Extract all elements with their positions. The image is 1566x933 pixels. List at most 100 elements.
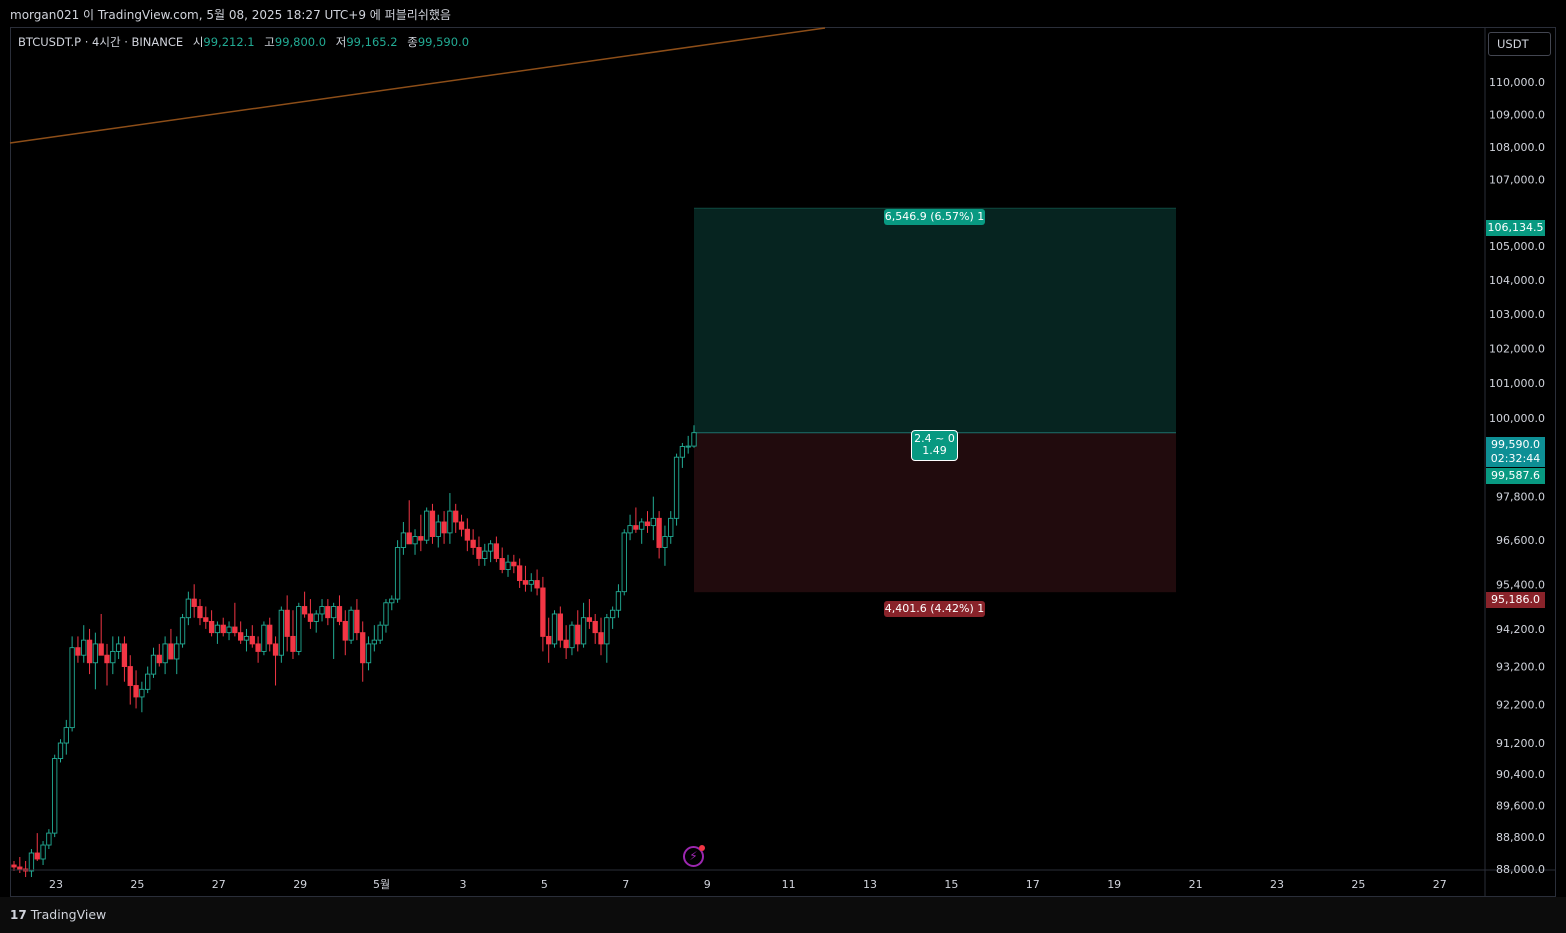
candle-down — [301, 606, 308, 615]
open-label: 시 — [192, 35, 204, 49]
close-value: 99,590.0 — [417, 35, 470, 49]
candle-down — [133, 685, 139, 698]
candle-down — [493, 543, 500, 559]
low-label: 저 — [335, 35, 347, 49]
candle-up — [412, 536, 418, 545]
candle-up — [139, 688, 145, 698]
time-tick-label: 19 — [1107, 878, 1121, 891]
candle-up — [243, 635, 250, 641]
candle-down — [336, 606, 343, 622]
time-tick-label: 25 — [130, 878, 144, 891]
time-axis: 23 25 27 29 5월 3 5 7 9 11 13 15 17 19 21 23 25 27 — [49, 878, 1447, 891]
time-tick-label: 23 — [49, 878, 63, 891]
candle-down — [191, 598, 197, 607]
footer-bar — [0, 897, 1566, 933]
candle-up — [377, 624, 383, 641]
candle-down — [360, 632, 366, 664]
candle-down — [586, 617, 593, 622]
price-tick-label: 108,000.0 — [1489, 141, 1545, 154]
candle-down — [11, 864, 17, 868]
currency-button[interactable]: USDT — [1488, 32, 1551, 56]
candle-up — [81, 639, 87, 656]
candle-up — [115, 643, 122, 652]
candle-down — [598, 632, 604, 645]
candle-up — [691, 432, 697, 447]
time-tick-label: 21 — [1189, 878, 1203, 891]
last-price-value: 99,590.0 — [1491, 438, 1540, 451]
candle-down — [470, 539, 476, 548]
candle-down — [476, 547, 482, 559]
candle-up — [400, 532, 407, 548]
candle-up — [673, 456, 680, 519]
candle-up — [609, 609, 616, 619]
price-tick-label: 92,200.0 — [1496, 699, 1545, 712]
candle-down — [267, 624, 273, 645]
time-tick-label: 5 — [541, 878, 548, 891]
candle-down — [429, 510, 436, 537]
candle-down — [534, 580, 540, 589]
symbol-info: BTCUSDT.P · 4시간 · BINANCE — [18, 35, 184, 49]
close-label: 종 — [407, 35, 418, 49]
candle-down — [238, 632, 244, 641]
price-tick-label: 107,000.0 — [1489, 174, 1545, 187]
candle-up — [214, 624, 221, 634]
candle-up — [650, 517, 656, 527]
tradingview-logo[interactable]: 17 TradingView — [10, 907, 106, 922]
risk-reward-value: 1.49 — [922, 444, 947, 457]
time-tick-label: 29 — [293, 878, 307, 891]
price-tick-label: 88,800.0 — [1496, 831, 1545, 844]
candle-down — [644, 521, 651, 527]
candle-up — [435, 521, 441, 537]
candle-down — [592, 620, 598, 634]
candle-up — [685, 445, 691, 448]
candle-up — [604, 617, 610, 645]
candle-down — [156, 654, 162, 664]
candle-down — [127, 666, 133, 686]
candle-up — [278, 609, 285, 656]
position-zones — [694, 207, 1176, 593]
candle-up — [63, 727, 69, 744]
candle-up — [423, 510, 430, 541]
candle-up — [394, 547, 401, 600]
open-value: 99,212.1 — [203, 35, 255, 49]
trendline-layer — [9, 27, 826, 144]
candle-down — [354, 609, 360, 634]
candle-up — [40, 844, 46, 860]
stop-price-badge: 95,186.0 — [1486, 592, 1545, 608]
candle-down — [232, 626, 238, 634]
lightning-icon[interactable]: ⚡ — [683, 845, 705, 867]
candle-down — [121, 643, 128, 667]
price-tick-label: 110,000.0 — [1489, 76, 1545, 89]
candle-down — [168, 643, 174, 660]
candle-up — [668, 517, 674, 537]
candle-up — [447, 510, 453, 534]
time-tick-label: 23 — [1270, 878, 1284, 891]
candle-down — [325, 606, 331, 619]
candle-down — [575, 624, 581, 645]
chart-canvas[interactable]: 111,000.0110,000.0109,000.0108,000.0107,… — [0, 0, 1566, 897]
candle-up — [505, 561, 511, 570]
candle-down — [499, 558, 505, 570]
candle-down — [522, 580, 529, 585]
candle-down — [633, 525, 639, 530]
risk-reward-box[interactable]: 2.4 ~ 0 1.49 — [911, 430, 958, 461]
time-tick-label: 7 — [622, 878, 629, 891]
candle-down — [342, 620, 348, 641]
candle-up — [145, 673, 151, 690]
candle-down — [208, 620, 215, 634]
candle-up — [179, 617, 186, 645]
candle-up — [162, 643, 168, 664]
candle-down — [104, 654, 110, 664]
candle-down — [197, 606, 203, 619]
candle-up — [331, 606, 337, 619]
candle-down — [406, 532, 412, 545]
time-tick-label: 13 — [863, 878, 877, 891]
time-tick-label: 9 — [704, 878, 711, 891]
candle-down — [34, 852, 40, 860]
loss-label[interactable]: 4,401.6 (4.42%) 1 — [884, 601, 985, 617]
profit-label[interactable]: 6,546.9 (6.57%) 1 — [884, 209, 985, 225]
publish-info-text: morgan021 이 TradingView.com, 5월 08, 2025… — [10, 8, 451, 22]
notification-dot — [699, 845, 705, 851]
entry-price-badge: 99,587.6 — [1486, 468, 1545, 484]
tradingview-brand: TradingView — [30, 907, 107, 922]
